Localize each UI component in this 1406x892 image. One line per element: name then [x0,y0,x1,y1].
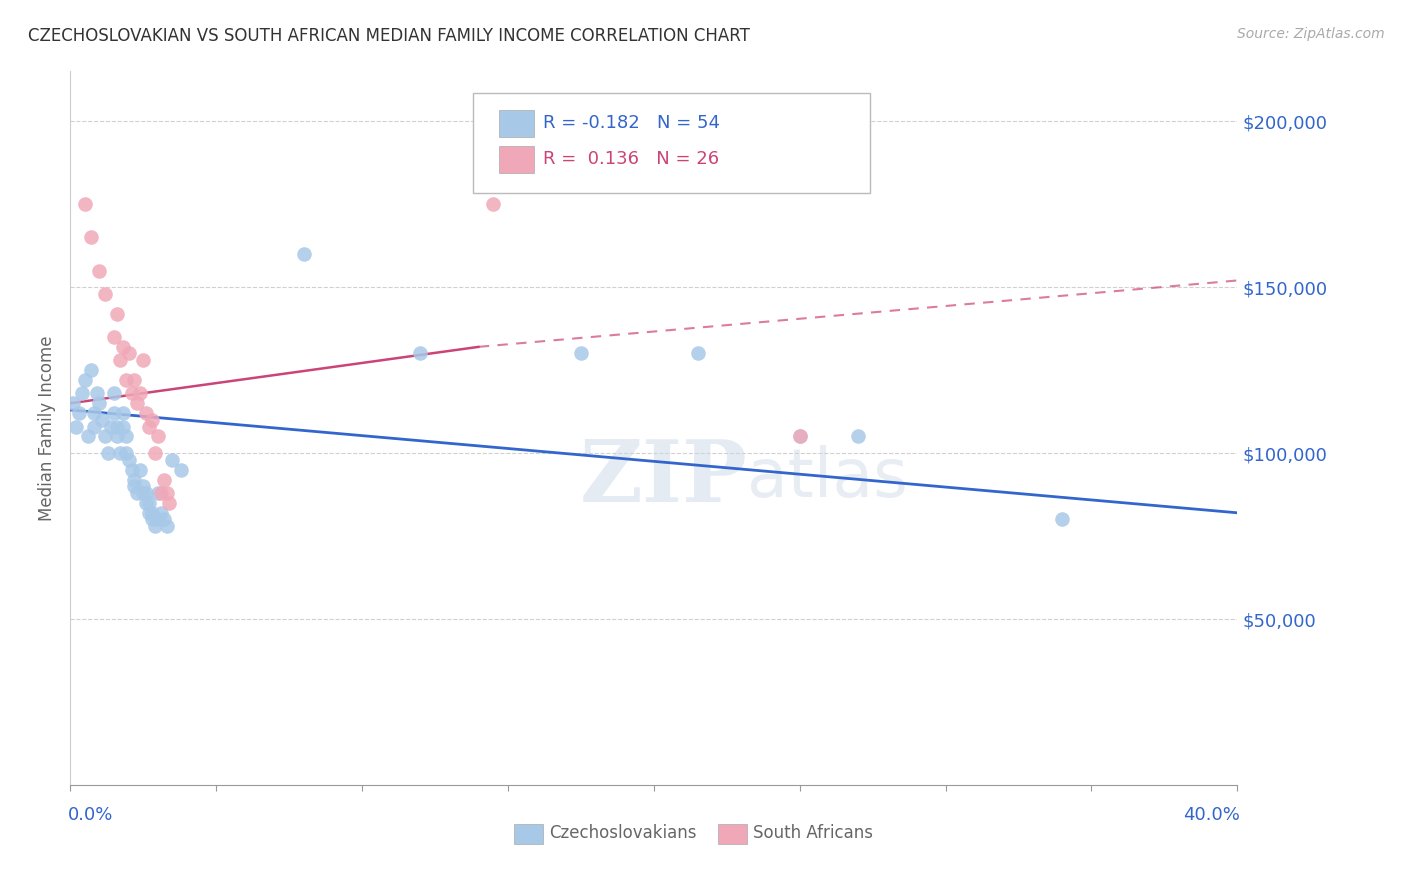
Point [118,346,141,360]
Text: Czechoslovakians: Czechoslovakians [548,824,696,842]
Point [146,486,169,500]
Point [132,479,155,493]
Point [141,413,163,427]
Point [114,446,136,460]
Point [569,346,592,360]
Text: ZIP: ZIP [579,436,747,520]
Point [83,419,105,434]
Point [789,429,811,443]
Point [132,486,155,500]
Point [114,373,136,387]
Point [124,479,146,493]
Point [67,406,90,420]
Point [138,496,160,510]
Point [80,230,103,244]
Point [846,429,869,443]
Point [159,496,181,510]
Point [146,512,169,526]
FancyBboxPatch shape [472,93,870,193]
Point [100,419,122,434]
Point [103,386,125,401]
Point [62,396,84,410]
Point [105,307,128,321]
Point [80,363,103,377]
Point [143,446,166,460]
Point [482,197,505,211]
Point [94,429,117,443]
Point [89,396,111,410]
Point [152,473,174,487]
Text: 0.0%: 0.0% [67,806,114,824]
Point [124,373,146,387]
Point [155,486,177,500]
Text: CZECHOSLOVAKIAN VS SOUTH AFRICAN MEDIAN FAMILY INCOME CORRELATION CHART: CZECHOSLOVAKIAN VS SOUTH AFRICAN MEDIAN … [28,27,749,45]
Point [105,429,128,443]
Point [138,419,160,434]
Text: South Africans: South Africans [754,824,873,842]
Point [103,330,125,344]
Point [97,446,120,460]
Point [155,519,177,533]
Point [91,413,114,427]
Point [127,486,149,500]
Point [135,406,157,420]
Point [1050,512,1074,526]
Point [162,452,184,467]
Bar [499,110,534,137]
Point [132,353,155,368]
Point [111,340,134,354]
Point [292,247,315,261]
Point [70,386,93,401]
Text: atlas: atlas [747,445,908,511]
Point [121,463,143,477]
Point [86,386,108,401]
Text: R =  0.136   N = 26: R = 0.136 N = 26 [543,150,718,168]
Point [124,473,146,487]
Bar [513,824,543,844]
Point [127,396,149,410]
Point [65,419,87,434]
Text: R = -0.182   N = 54: R = -0.182 N = 54 [543,114,720,132]
Point [129,386,152,401]
Point [143,519,166,533]
Point [105,419,128,434]
Point [111,406,134,420]
Point [108,446,131,460]
Point [94,286,117,301]
Point [76,429,98,443]
Point [135,496,157,510]
Point [103,406,125,420]
Point [121,386,143,401]
Point [111,419,134,434]
Point [686,346,709,360]
Point [789,429,811,443]
Point [89,263,111,277]
Y-axis label: Median Family Income: Median Family Income [38,335,56,521]
Point [108,353,131,368]
Point [170,463,193,477]
Point [73,197,96,211]
Bar [499,145,534,173]
Point [83,406,105,420]
Point [73,373,96,387]
Point [146,429,169,443]
Point [118,452,141,467]
Point [149,486,172,500]
Point [149,506,172,520]
Point [152,512,174,526]
Point [114,429,136,443]
Point [141,506,163,520]
Text: Source: ZipAtlas.com: Source: ZipAtlas.com [1237,27,1385,41]
Point [135,486,157,500]
Text: 40.0%: 40.0% [1182,806,1240,824]
Bar [718,824,747,844]
Point [138,506,160,520]
Point [409,346,432,360]
Point [129,463,152,477]
Point [141,512,163,526]
